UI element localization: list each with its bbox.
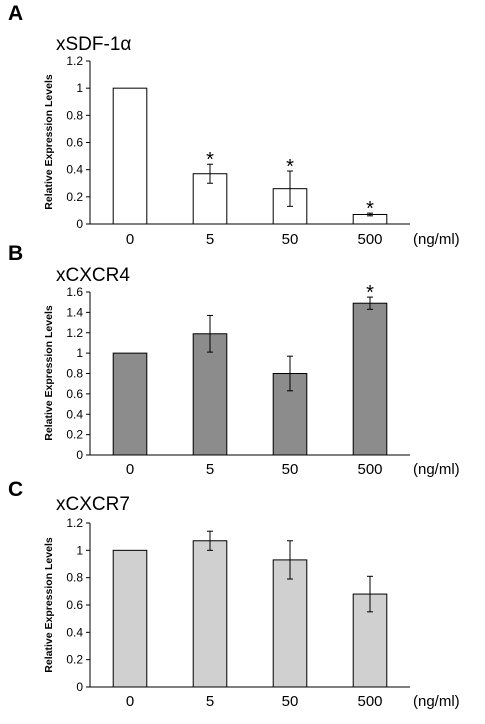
plot-area: 0 0.2 0.4 0.6 0.8 1 1.2 1.4 1.6 0 5 50 * 500	[66, 282, 410, 478]
y-axis-label: Relative Expression Levels	[43, 305, 55, 441]
y-tick-label: 1.2	[66, 54, 83, 68]
panel-letter: A	[8, 2, 23, 25]
y-tick-label: 0	[76, 217, 83, 231]
chart-title: xCXCR4	[56, 265, 130, 286]
significance-marker: *	[286, 156, 294, 178]
category-label: 50	[282, 231, 299, 248]
panel-letter: C	[8, 478, 23, 501]
chart-title: xCXCR7	[56, 494, 130, 515]
significance-marker: *	[206, 149, 214, 171]
chart-title: xSDF-1α	[56, 34, 131, 55]
category-label: 5	[206, 461, 214, 478]
y-tick-label: 0.8	[66, 367, 83, 381]
y-tick-label: 1	[76, 543, 83, 557]
category-label: 500	[357, 231, 382, 248]
y-tick-label: 0.6	[66, 136, 83, 150]
y-tick-label: 1.2	[66, 516, 83, 530]
y-tick-label: 1	[76, 346, 83, 360]
panel-a: A xSDF-1α Relative Expression Levels (ng…	[8, 2, 460, 248]
bar	[272, 559, 308, 688]
y-axis-label: Relative Expression Levels	[43, 74, 55, 210]
y-tick-label: 1.2	[66, 326, 83, 340]
y-tick-label: 1.6	[66, 285, 83, 299]
plot-area: 0 0.2 0.4 0.6 0.8 1 1.2 0 5 50 500	[66, 516, 410, 710]
category-label: 500	[357, 693, 382, 710]
significance-marker: *	[366, 282, 374, 304]
bar	[112, 352, 148, 456]
y-tick-label: 0.2	[66, 190, 83, 204]
y-tick-label: 0.8	[66, 108, 83, 122]
y-tick-label: 0.4	[66, 407, 83, 421]
bar	[112, 549, 148, 688]
y-tick-label: 0	[76, 448, 83, 462]
category-label: 50	[282, 693, 299, 710]
y-tick-label: 1.4	[66, 305, 83, 319]
category-label: 0	[126, 461, 134, 478]
y-tick-label: 0.6	[66, 387, 83, 401]
significance-marker: *	[366, 198, 374, 220]
panel-b: B xCXCR4 Relative Expression Levels (ng/…	[8, 242, 460, 478]
bar	[352, 302, 388, 456]
x-unit-label: (ng/ml)	[413, 231, 460, 248]
y-tick-label: 0.8	[66, 571, 83, 585]
y-axis-label: Relative Expression Levels	[43, 537, 55, 673]
category-label: 50	[282, 461, 299, 478]
bar	[192, 333, 228, 456]
category-label: 5	[206, 693, 214, 710]
category-label: 0	[126, 231, 134, 248]
y-tick-label: 0.4	[66, 163, 83, 177]
panel-c: C xCXCR7 Relative Expression Levels (ng/…	[8, 478, 460, 710]
x-unit-label: (ng/ml)	[413, 693, 460, 710]
bar	[112, 87, 148, 225]
y-tick-label: 0.2	[66, 428, 83, 442]
category-label: 0	[126, 693, 134, 710]
y-tick-label: 0	[76, 680, 83, 694]
y-tick-label: 0.6	[66, 598, 83, 612]
category-label: 5	[206, 231, 214, 248]
plot-area: 0 0.2 0.4 0.6 0.8 1 1.2 0 * 5 * 50 * 500	[66, 54, 410, 248]
x-unit-label: (ng/ml)	[413, 461, 460, 478]
bar	[192, 540, 228, 688]
y-tick-label: 1	[76, 81, 83, 95]
panel-letter: B	[8, 242, 23, 265]
category-label: 500	[357, 461, 382, 478]
y-tick-label: 0.4	[66, 625, 83, 639]
y-tick-label: 0.2	[66, 653, 83, 667]
